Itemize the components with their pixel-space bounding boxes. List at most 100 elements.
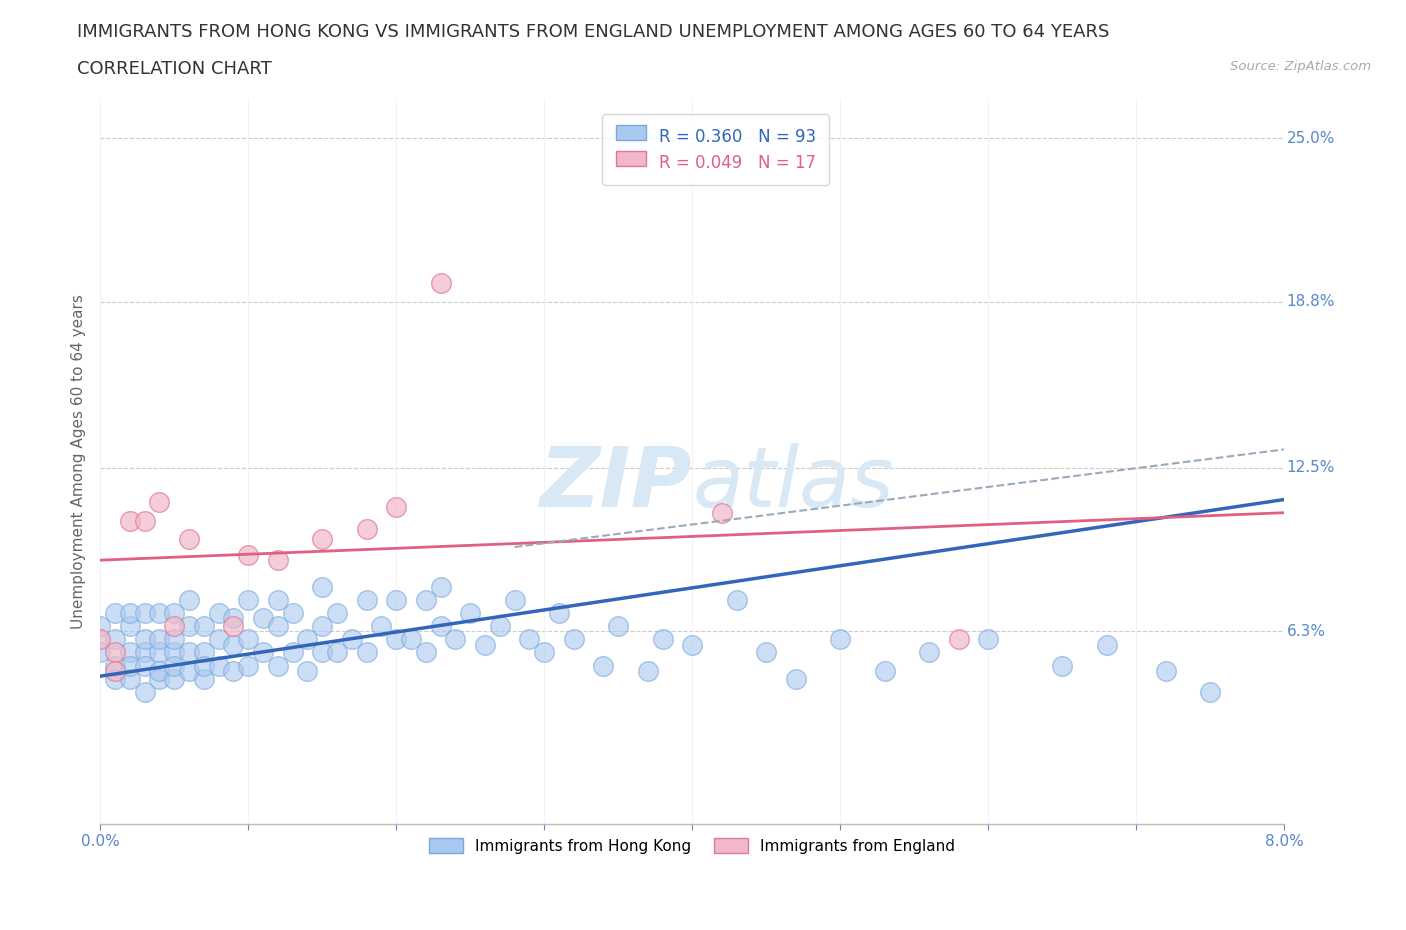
Point [977, 631, 1000, 646]
Point [311, 579, 333, 594]
Point [503, 592, 526, 607]
Point [104, 605, 127, 620]
Point [148, 605, 170, 620]
Point [207, 658, 229, 673]
Point [252, 611, 274, 626]
Point [104, 663, 127, 678]
Point [281, 605, 304, 620]
Point [222, 663, 245, 678]
Point [222, 637, 245, 652]
Point [177, 645, 200, 660]
Point [236, 548, 259, 563]
Text: CORRELATION CHART: CORRELATION CHART [77, 60, 273, 78]
Point [326, 605, 349, 620]
Point [267, 592, 290, 607]
Point [193, 618, 215, 633]
Point [118, 605, 141, 620]
Point [236, 658, 259, 673]
Point [148, 663, 170, 678]
Point [548, 605, 571, 620]
Point [163, 658, 186, 673]
Point [311, 645, 333, 660]
Text: 12.5%: 12.5% [1286, 460, 1334, 475]
Point [89, 645, 111, 660]
Point [415, 592, 437, 607]
Point [873, 663, 896, 678]
Point [385, 631, 408, 646]
Point [517, 631, 540, 646]
Point [267, 552, 290, 567]
Point [134, 605, 156, 620]
Point [326, 645, 349, 660]
Point [1199, 684, 1222, 699]
Point [207, 605, 229, 620]
Point [755, 645, 778, 660]
Point [1095, 637, 1118, 652]
Point [918, 645, 941, 660]
Point [134, 513, 156, 528]
Point [385, 592, 408, 607]
Point [370, 618, 392, 633]
Text: atlas: atlas [692, 443, 894, 524]
Point [637, 663, 659, 678]
Point [163, 618, 186, 633]
Point [252, 645, 274, 660]
Point [148, 645, 170, 660]
Point [533, 645, 555, 660]
Point [118, 645, 141, 660]
Point [193, 645, 215, 660]
Text: 6.3%: 6.3% [1286, 624, 1326, 639]
Text: Source: ZipAtlas.com: Source: ZipAtlas.com [1230, 60, 1371, 73]
Point [222, 611, 245, 626]
Point [148, 671, 170, 686]
Point [118, 618, 141, 633]
Y-axis label: Unemployment Among Ages 60 to 64 years: Unemployment Among Ages 60 to 64 years [72, 294, 86, 629]
Point [830, 631, 852, 646]
Point [104, 631, 127, 646]
Point [681, 637, 703, 652]
Point [710, 505, 733, 520]
Point [236, 592, 259, 607]
Text: ZIP: ZIP [540, 443, 692, 524]
Point [399, 631, 422, 646]
Point [488, 618, 510, 633]
Point [104, 658, 127, 673]
Point [385, 500, 408, 515]
Point [222, 618, 245, 633]
Point [148, 495, 170, 510]
Point [89, 618, 111, 633]
Point [651, 631, 673, 646]
Point [429, 276, 451, 291]
Point [785, 671, 807, 686]
Point [592, 658, 614, 673]
Point [356, 521, 378, 536]
Point [177, 532, 200, 547]
Point [118, 658, 141, 673]
Point [474, 637, 496, 652]
Point [1154, 663, 1177, 678]
Point [415, 645, 437, 660]
Text: 25.0%: 25.0% [1286, 131, 1334, 146]
Point [458, 605, 481, 620]
Point [562, 631, 585, 646]
Point [134, 684, 156, 699]
Point [193, 671, 215, 686]
Point [134, 658, 156, 673]
Point [134, 645, 156, 660]
Point [356, 592, 378, 607]
Point [193, 658, 215, 673]
Point [163, 645, 186, 660]
Point [177, 663, 200, 678]
Point [1050, 658, 1073, 673]
Point [607, 618, 630, 633]
Point [444, 631, 467, 646]
Point [948, 631, 970, 646]
Point [118, 671, 141, 686]
Point [236, 631, 259, 646]
Point [297, 663, 319, 678]
Point [163, 605, 186, 620]
Point [104, 645, 127, 660]
Point [163, 671, 186, 686]
Point [281, 645, 304, 660]
Point [267, 618, 290, 633]
